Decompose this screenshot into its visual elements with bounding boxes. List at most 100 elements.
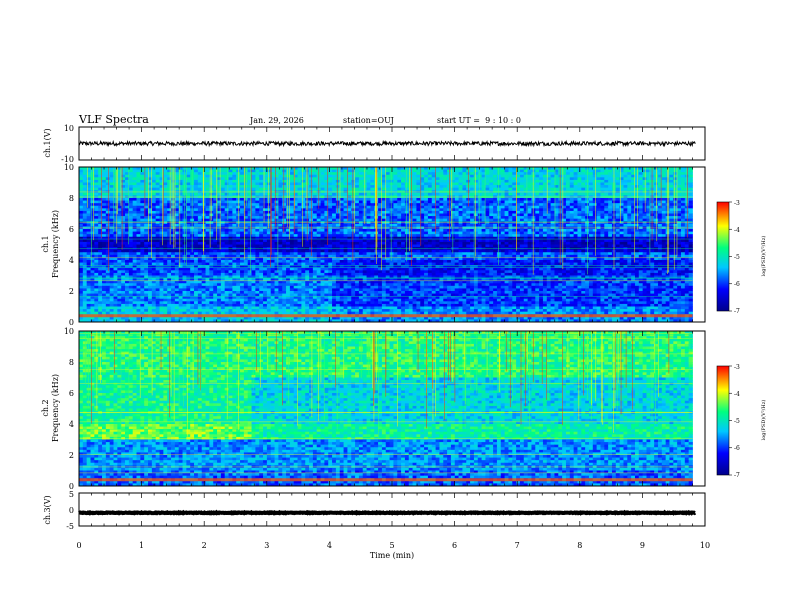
spectrogram-cell: [473, 167, 479, 170]
spectrogram-cell: [431, 223, 436, 227]
spectrogram-cell: [90, 234, 95, 238]
spectrogram-cell: [554, 210, 559, 214]
spectrogram-cell: [378, 231, 383, 235]
spectrogram-cell: [634, 182, 640, 186]
spectrogram-cell: [224, 218, 229, 222]
spectrogram-cell: [577, 241, 582, 245]
spectrogram-cell: [427, 239, 433, 243]
spectrogram-cell: [128, 205, 134, 209]
spectrogram-cell: [562, 241, 567, 245]
ch1-waveform-panel: 10 -10 ch.1(V): [43, 124, 706, 164]
spectrogram-cell: [443, 182, 448, 186]
spectrogram-cell: [592, 208, 598, 212]
spectrogram-cell: [347, 192, 352, 196]
spectrogram-cell: [634, 192, 640, 196]
spectrogram-cell: [573, 185, 578, 189]
spectrogram-cell: [592, 223, 598, 227]
spectrogram-cell: [427, 218, 433, 222]
spectrogram-cell: [174, 200, 180, 204]
spectrogram-cell: [638, 221, 644, 225]
spectrogram-cell: [178, 223, 183, 227]
spectrogram-cell: [516, 210, 521, 214]
spectrogram-cell: [144, 221, 149, 225]
spectrogram-cell: [167, 205, 172, 209]
spectrogram-cell: [125, 167, 130, 170]
spectrogram-cell: [289, 203, 295, 207]
spectrogram-cell: [401, 210, 406, 214]
spectrogram-cell: [546, 229, 552, 232]
spectrogram-cell: [481, 177, 486, 181]
spectrogram-cell: [443, 187, 448, 191]
spectrogram-cell: [274, 179, 279, 183]
spectrogram-cell: [508, 239, 513, 243]
spectrogram-cell: [109, 218, 114, 222]
spectrogram-cell: [680, 218, 686, 222]
spectrogram-cell: [297, 187, 302, 191]
spectrogram-cell: [401, 182, 406, 186]
spectrogram-cell: [240, 179, 245, 183]
spectrogram-cell: [217, 229, 222, 232]
spectrogram-cell: [684, 169, 690, 173]
spectrogram-cell: [542, 198, 548, 201]
spectrogram-cell: [527, 177, 532, 181]
spectrogram-cell: [458, 218, 463, 222]
spectrogram-cell: [604, 231, 609, 235]
spectrogram-cell: [289, 205, 295, 209]
spectrogram-cell: [485, 223, 490, 227]
spectrogram-cell: [286, 200, 291, 204]
spectrogram-cell: [416, 172, 421, 176]
spectrogram-cell: [539, 182, 544, 186]
spectrogram-cell: [542, 172, 548, 176]
spectrogram-cell: [627, 174, 632, 178]
spectrogram-cell: [159, 179, 164, 183]
spectrogram-cell: [385, 216, 390, 220]
spectrogram-cell: [577, 179, 582, 183]
spectrogram-cell: [404, 221, 410, 225]
spectrogram-cell: [439, 221, 444, 225]
spectrogram-cell: [251, 179, 256, 183]
spectrogram-cell: [347, 223, 352, 227]
spectrogram-cell: [197, 174, 203, 178]
spectrogram-cell: [136, 221, 141, 225]
spectrogram-cell: [485, 231, 490, 235]
spectrogram-cell: [79, 210, 84, 214]
spectrogram-cell: [320, 167, 325, 170]
spectrogram-cell: [688, 221, 693, 225]
spectrogram-cell: [282, 205, 287, 209]
spectrogram-cell: [98, 213, 103, 217]
spectrogram-cell: [79, 172, 84, 176]
spectrogram-cell: [443, 208, 448, 212]
spectrogram-cell: [673, 229, 678, 232]
spectrogram-cell: [278, 239, 283, 243]
spectrogram-cell: [117, 167, 122, 170]
spectrogram-cell: [493, 236, 498, 240]
spectrogram-cell: [355, 221, 360, 225]
spectrogram-cell: [535, 203, 540, 207]
spectrogram-cell: [393, 241, 398, 245]
spectrogram-cell: [569, 213, 575, 217]
spectrogram-cell: [163, 172, 168, 176]
spectrogram-cell: [473, 172, 479, 176]
spectrogram-cell: [247, 182, 252, 186]
spectrogram-cell: [90, 192, 95, 196]
spectrogram-cell: [661, 213, 667, 217]
spectrogram-cell: [312, 200, 318, 204]
spectrogram-cell: [404, 213, 410, 217]
spectrogram-cell: [393, 210, 398, 214]
spectrogram-cell: [121, 198, 126, 201]
spectrogram-cell: [431, 241, 436, 245]
spectrogram-cell: [247, 198, 252, 201]
spectrogram-cell: [351, 218, 356, 222]
spectrogram-cell: [151, 236, 157, 240]
spectrogram-cell: [462, 210, 467, 214]
spectrogram-cell: [128, 208, 134, 212]
spectrogram-cell: [255, 203, 260, 207]
spectrogram-cell: [278, 216, 283, 220]
spectrogram-cell: [397, 198, 402, 201]
spectrogram-cell: [431, 234, 436, 238]
spectrogram-cell: [669, 223, 674, 227]
spectrogram-cell: [121, 172, 126, 176]
spectrogram-cell: [174, 172, 180, 176]
spectrogram-cell: [339, 185, 344, 189]
spectrogram-cell: [174, 210, 180, 214]
